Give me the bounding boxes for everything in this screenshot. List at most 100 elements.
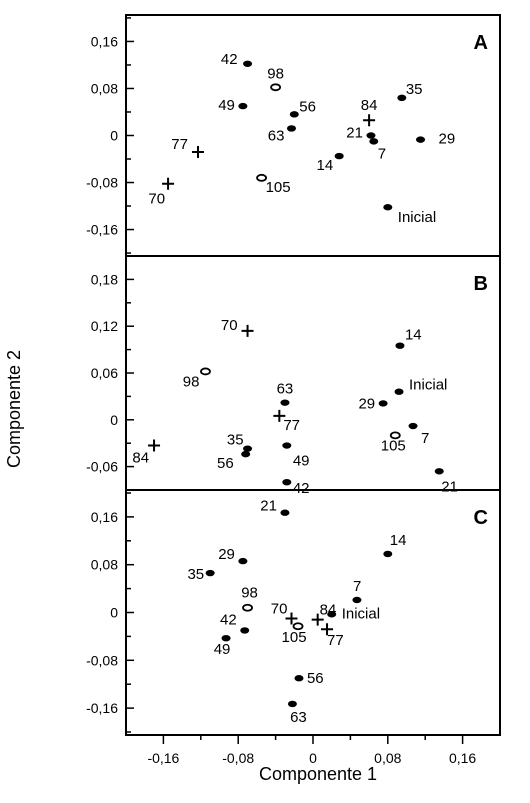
- point-42-dot: [240, 627, 250, 634]
- y-tick-label: -0,16: [86, 700, 118, 716]
- y-tick-label: 0: [110, 128, 118, 144]
- point-49-dot: [221, 634, 231, 642]
- point-49-label: 49: [293, 453, 310, 470]
- point-inicial-label: Inicial: [409, 377, 447, 394]
- point-7-label: 7: [378, 145, 386, 162]
- point-56-label: 56: [299, 98, 316, 115]
- point-14-dot: [395, 342, 405, 349]
- y-tick-label: 0,08: [91, 557, 118, 573]
- point-70-plus: [162, 177, 175, 190]
- point-56-dot: [289, 111, 299, 118]
- y-tick-label: -0,08: [86, 175, 118, 191]
- point-77-plus: [273, 409, 286, 422]
- x-tick-label: 0: [309, 750, 317, 766]
- point-7-label: 7: [353, 578, 361, 595]
- point-35-label: 35: [187, 566, 204, 583]
- point-63-dot: [280, 399, 290, 406]
- point-63-label: 63: [290, 709, 307, 726]
- point-14-dot: [334, 152, 344, 160]
- point-105-label: 105: [282, 629, 307, 646]
- y-tick-label: 0,16: [91, 509, 118, 525]
- point-29-dot: [416, 136, 426, 143]
- point-98-ring: [242, 603, 253, 612]
- y-tick-label: 0: [110, 412, 118, 428]
- point-70-plus: [241, 324, 254, 337]
- x-tick-label: -0,16: [147, 750, 179, 766]
- y-tick-label: 0,16: [91, 33, 118, 49]
- point-35-label: 35: [406, 81, 423, 98]
- point-42-label: 42: [293, 480, 310, 497]
- point-21-label: 21: [260, 498, 277, 515]
- point-inicial-dot: [394, 388, 404, 395]
- panel-letter: B: [474, 273, 488, 295]
- panels-group: 0,16 0,08 0 -0,08 -0,16 A 42 98 49 56 63 35 84 21 7 29 1…: [86, 14, 501, 736]
- point-77-label: 77: [327, 632, 344, 649]
- point-21-dot: [434, 468, 444, 475]
- point-105-label: 105: [381, 437, 406, 454]
- point-98-label: 98: [183, 373, 200, 390]
- point-29-label: 29: [439, 131, 456, 148]
- y-tick-label: 0,18: [91, 271, 118, 287]
- y-axis-title: Componente 2: [4, 350, 24, 468]
- point-84-label: 84: [132, 450, 149, 467]
- point-105-label: 105: [266, 179, 291, 196]
- x-tick-label: -0,08: [222, 750, 254, 766]
- point-21-dot: [280, 509, 290, 516]
- point-105-ring: [389, 431, 401, 440]
- point-7-dot: [408, 422, 418, 430]
- point-70-label: 70: [271, 600, 288, 617]
- point-70-label: 70: [221, 317, 238, 334]
- panel-letter: A: [474, 32, 488, 54]
- y-tick-label: 0,12: [91, 318, 118, 334]
- y-tick-label: 0: [110, 605, 118, 621]
- point-63-dot: [287, 700, 297, 708]
- point-70-label: 70: [148, 191, 165, 208]
- x-tick-label: 0,08: [374, 750, 401, 766]
- point-98-ring: [200, 367, 211, 376]
- point-14-label: 14: [405, 327, 422, 344]
- point-84-plus: [363, 114, 376, 127]
- panel-a: 0,16 0,08 0 -0,08 -0,16 A 42 98 49 56 63 35 84 21 7 29 1…: [86, 14, 501, 257]
- panel-letter: C: [474, 507, 488, 529]
- panel-c: 0,16 0,08 0 -0,08 -0,16 C 21 14 29 35 7 98 Inicial 70…: [86, 489, 501, 736]
- point-84-label: 84: [320, 602, 337, 619]
- point-56-dot: [241, 450, 251, 458]
- point-49-label: 49: [214, 641, 231, 658]
- point-7-dot: [369, 138, 379, 145]
- point-63-dot: [286, 125, 296, 132]
- point-inicial-dot: [383, 204, 393, 211]
- point-77-label: 77: [283, 417, 300, 434]
- point-21-dot: [366, 132, 376, 139]
- point-105-ring: [292, 622, 304, 631]
- point-84-plus: [311, 613, 324, 626]
- point-29-label: 29: [358, 395, 375, 412]
- point-14-label: 14: [390, 532, 407, 549]
- point-35-dot: [243, 445, 253, 452]
- point-inicial-dot: [327, 611, 337, 618]
- point-56-label: 56: [307, 670, 324, 687]
- x-tick-label: 0,16: [449, 750, 476, 766]
- point-56-label: 56: [217, 455, 234, 472]
- point-inicial-label: Inicial: [398, 209, 436, 226]
- y-tick-label: -0,16: [86, 222, 118, 238]
- y-tick-label: 0,08: [91, 80, 118, 96]
- point-7-label: 7: [421, 430, 429, 447]
- point-56-dot: [294, 675, 304, 682]
- point-7-dot: [352, 596, 362, 604]
- point-77-plus: [191, 145, 204, 158]
- point-29-dot: [378, 400, 388, 407]
- y-tick-label: 0,06: [91, 365, 118, 381]
- point-29-dot: [238, 557, 248, 565]
- x-axis: -0,16 -0,08 0 0,08 0,16: [147, 735, 476, 766]
- point-29-label: 29: [218, 546, 235, 563]
- point-42-label: 42: [221, 51, 238, 68]
- point-42-dot: [243, 60, 253, 67]
- panel-frame: [125, 489, 501, 736]
- point-35-dot: [205, 569, 215, 577]
- point-42-dot: [282, 479, 292, 486]
- panel-b: 0,18 0,12 0,06 0 -0,06 B 70 98 63 77 35 56 49 42 84 14 I…: [86, 255, 501, 497]
- point-98-label: 98: [267, 65, 284, 82]
- point-49-label: 49: [218, 97, 235, 114]
- x-axis-title: Componente 1: [259, 764, 377, 784]
